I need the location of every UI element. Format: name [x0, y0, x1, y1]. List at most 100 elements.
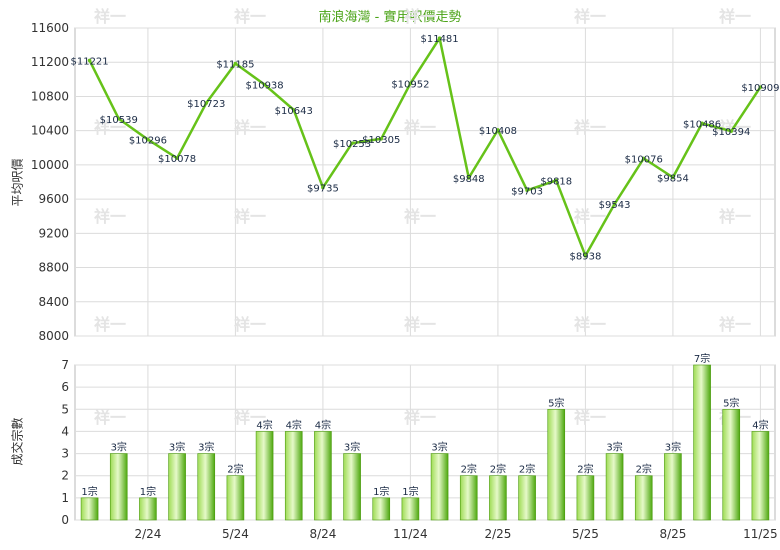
line-y-tick-label: 8400 — [38, 295, 69, 309]
watermark-text: 祥一 — [234, 118, 266, 137]
bar-y-tick-label: 0 — [61, 513, 69, 527]
x-tick-label: 8/24 — [309, 527, 336, 541]
price-point — [612, 202, 617, 206]
transactions-data-label: 3宗 — [344, 441, 360, 454]
price-point — [700, 121, 704, 126]
transactions-data-label: 5宗 — [548, 396, 564, 409]
watermark-text: 祥一 — [719, 7, 751, 26]
transactions-data-label: 7宗 — [694, 352, 710, 365]
price-data-label: $10253 — [333, 139, 371, 150]
watermark-text: 祥一 — [719, 207, 751, 226]
price-data-label: $9735 — [307, 184, 339, 195]
price-point — [554, 178, 559, 183]
price-data-label: $10909 — [741, 83, 779, 94]
price-data-label: $10408 — [479, 126, 517, 137]
price-point — [116, 116, 121, 121]
watermark-text: 祥一 — [94, 315, 126, 334]
bar-y-tick-label: 2 — [61, 469, 69, 483]
price-point — [466, 176, 471, 180]
watermark-text: 祥一 — [574, 207, 606, 226]
transactions-data-label: 2宗 — [490, 463, 506, 476]
transactions-bar — [605, 453, 624, 521]
line-y-tick-label: 9600 — [38, 192, 69, 206]
price-data-label: $9818 — [540, 176, 572, 187]
x-tick-label: 5/25 — [572, 527, 599, 541]
bar-y-tick-label: 4 — [61, 424, 69, 438]
watermark-text: 祥一 — [234, 207, 266, 226]
transactions-data-label: 3宗 — [198, 441, 214, 454]
price-data-label: $11185 — [216, 60, 254, 71]
transactions-bar — [664, 453, 682, 521]
price-point — [525, 188, 529, 193]
transactions-bar — [430, 453, 449, 521]
price-data-label: $9848 — [453, 174, 485, 185]
transactions-bar — [722, 408, 741, 521]
price-data-label: $8938 — [570, 252, 602, 263]
transactions-bar — [547, 408, 566, 521]
transactions-bar — [255, 431, 274, 521]
x-tick-label: 8/25 — [659, 527, 686, 541]
watermark-text: 祥一 — [404, 7, 436, 26]
price-point — [175, 156, 179, 161]
transactions-data-label: 1宗 — [81, 485, 97, 498]
price-data-label: $10296 — [129, 136, 167, 147]
x-tick-label: 2/25 — [484, 527, 511, 541]
transactions-data-label: 4宗 — [286, 418, 302, 431]
watermark-text: 祥一 — [404, 118, 436, 137]
watermark-text: 祥一 — [574, 118, 606, 137]
transactions-bar — [197, 453, 216, 521]
transactions-data-label: 2宗 — [519, 463, 535, 476]
price-point — [204, 101, 209, 105]
transactions-bar — [80, 497, 99, 521]
price-point — [379, 136, 384, 141]
bar-y-tick-label: 1 — [61, 491, 69, 505]
transactions-bar — [168, 453, 186, 521]
bar-y-tick-label: 7 — [61, 358, 69, 372]
watermark-text: 祥一 — [574, 408, 606, 427]
price-data-label: $10078 — [158, 154, 196, 165]
price-data-label: $10643 — [275, 106, 313, 117]
price-point — [729, 129, 734, 133]
price-data-label: $9854 — [657, 173, 689, 184]
watermark-text: 祥一 — [404, 207, 436, 226]
watermark-text: 祥一 — [719, 315, 751, 334]
line-y-tick-label: 11600 — [31, 21, 69, 35]
transactions-data-label: 2宗 — [461, 463, 477, 476]
price-point — [350, 141, 354, 146]
transactions-bar — [489, 475, 507, 521]
watermark-text: 祥一 — [94, 408, 126, 427]
transactions-data-label: 3宗 — [431, 441, 447, 454]
transactions-bar — [372, 497, 391, 521]
transactions-data-label: 2宗 — [636, 463, 652, 476]
price-data-label: $10076 — [625, 154, 663, 165]
price-line — [88, 36, 762, 257]
price-data-label: $10938 — [245, 81, 283, 92]
transactions-bar — [314, 431, 332, 521]
watermark-text: 祥一 — [94, 7, 126, 26]
watermark-text: 祥一 — [234, 7, 266, 26]
line-y-tick-label: 11200 — [31, 55, 69, 69]
transactions-data-label: 1宗 — [373, 485, 389, 498]
transactions-bar — [518, 475, 536, 521]
price-point — [583, 253, 588, 258]
transactions-bar — [576, 475, 595, 521]
transactions-bar — [401, 497, 420, 521]
watermark-text: 祥一 — [404, 408, 436, 427]
price-point — [146, 137, 150, 142]
bar-y-tick-label: 5 — [61, 402, 69, 416]
price-point — [641, 156, 646, 161]
line-y-tick-label: 10800 — [31, 89, 69, 103]
line-y-tick-label: 8000 — [38, 329, 69, 343]
transactions-data-label: 1宗 — [402, 485, 418, 498]
transactions-bar — [693, 364, 711, 521]
watermark-text: 祥一 — [94, 207, 126, 226]
line-y-tick-label: 10400 — [31, 124, 69, 138]
transactions-data-label: 5宗 — [723, 396, 739, 409]
price-data-label: $11221 — [70, 56, 108, 67]
transactions-bar — [109, 453, 128, 521]
watermark-text: 祥一 — [574, 315, 606, 334]
price-data-label: $10952 — [391, 79, 429, 90]
transactions-data-label: 3宗 — [606, 441, 622, 454]
price-point — [437, 36, 442, 40]
bar-y-tick-label: 3 — [61, 447, 69, 461]
